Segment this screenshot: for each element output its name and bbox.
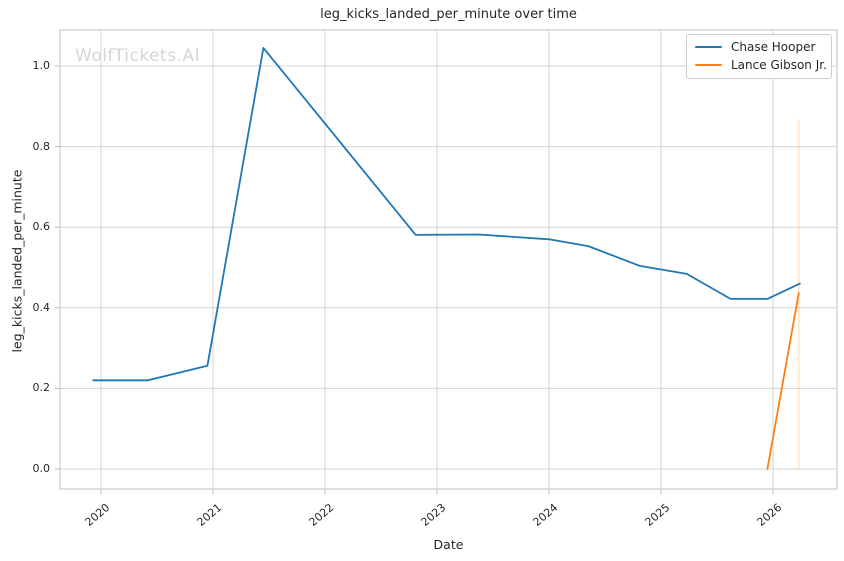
watermark: WolfTickets.AI (75, 46, 201, 66)
y-tick-label: 1.0 (32, 58, 51, 72)
y-tick-label: 0.6 (32, 220, 51, 234)
y-tick-label: 0.8 (32, 139, 51, 153)
legend: Chase Hooper Lance Gibson Jr. (686, 34, 832, 79)
y-axis-label: leg_kicks_landed_per_minute (9, 169, 25, 353)
legend-item-label: Chase Hooper (731, 40, 816, 54)
series-line-chase-hooper (92, 47, 801, 382)
legend-item: Lance Gibson Jr. (695, 58, 827, 72)
series-line-lance-gibson-jr (766, 291, 800, 470)
y-tick-label: 0.0 (32, 462, 51, 475)
plot-frame (59, 29, 838, 490)
y-tick-label: 0.2 (32, 381, 51, 395)
legend-line-sample (695, 64, 722, 66)
x-axis-label: Date (433, 537, 464, 552)
legend-item: Chase Hooper (695, 40, 823, 54)
legend-item-label: Lance Gibson Jr. (731, 58, 827, 72)
chart-title: leg_kicks_landed_per_minute over time (320, 7, 577, 22)
legend-line-sample (695, 46, 722, 48)
y-tick-label: 0.4 (32, 300, 51, 314)
